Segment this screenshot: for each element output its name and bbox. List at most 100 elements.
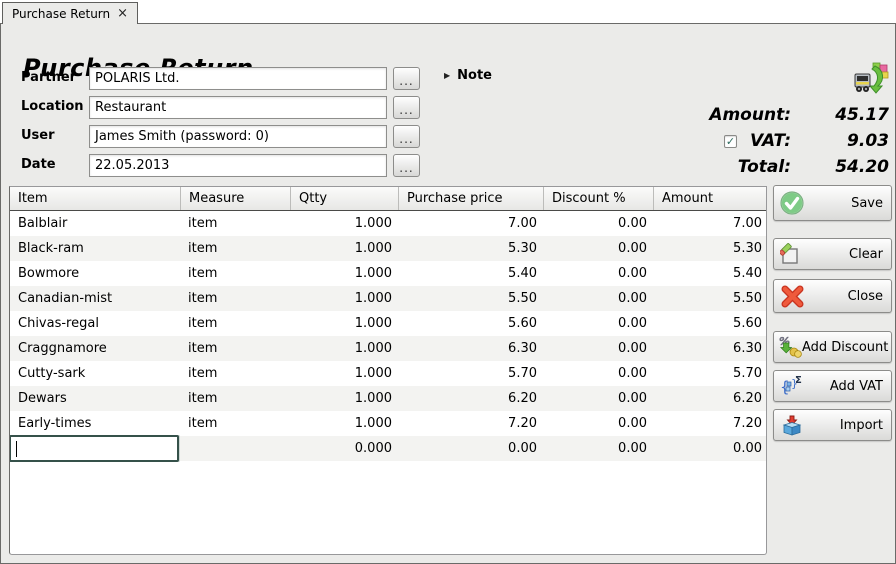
cell-amount[interactable]: 0.00 [733, 441, 762, 456]
table-new-row: 0.000 0.00 0.00 0.00 [10, 435, 766, 462]
table-row[interactable]: Canadian-mist item 1.000 5.50 0.00 5.50 [10, 286, 766, 311]
cell-measure: item [188, 391, 218, 406]
cell-item: Cutty-sark [18, 366, 86, 381]
expander-arrow-icon: ▶ [444, 71, 451, 80]
tab-close-icon[interactable]: × [117, 6, 129, 21]
cell-item: Craggnamore [18, 341, 107, 356]
date-browse-button[interactable]: ... [393, 154, 420, 177]
cell-amount: 5.40 [733, 266, 762, 281]
cell-item: Bowmore [18, 266, 80, 281]
column-header-qtty[interactable]: Qtty [290, 187, 398, 210]
user-browse-button[interactable]: ... [393, 125, 420, 148]
cell-amount: 5.30 [733, 241, 762, 256]
table-row[interactable]: Craggnamore item 1.000 6.30 0.00 6.30 [10, 336, 766, 361]
amount-label: Amount: [709, 105, 791, 125]
svg-text:%: % [779, 335, 790, 348]
table-row[interactable]: Early-times item 1.000 7.20 0.00 7.20 [10, 411, 766, 436]
vat-label: VAT: [750, 131, 791, 151]
save-button[interactable]: Save [773, 185, 892, 221]
table-row[interactable]: Bowmore item 1.000 5.40 0.00 5.40 [10, 261, 766, 286]
partner-input[interactable]: POLARIS Ltd. [89, 67, 387, 90]
clear-eraser-icon [778, 242, 806, 266]
column-header-measure[interactable]: Measure [180, 187, 290, 210]
cell-qtty: 1.000 [354, 316, 392, 331]
cell-price: 6.30 [508, 341, 537, 356]
cell-item: Early-times [18, 416, 92, 431]
table-row[interactable]: Black-ram item 1.000 5.30 0.00 5.30 [10, 236, 766, 261]
add-discount-button[interactable]: % Add Discount [773, 331, 892, 363]
cell-discount: 0.00 [618, 291, 647, 306]
cell-discount: 0.00 [618, 241, 647, 256]
cell-price: 6.20 [508, 391, 537, 406]
cell-discount: 0.00 [618, 416, 647, 431]
tab-purchase-return[interactable]: Purchase Return × [2, 2, 139, 24]
location-browse-button[interactable]: ... [393, 96, 420, 119]
location-input[interactable]: Restaurant [89, 96, 387, 119]
cell-price[interactable]: 0.00 [508, 441, 537, 456]
purchase-return-panel: Purchase Return Partner POLARIS Ltd. ...… [0, 23, 896, 564]
cell-amount: 5.50 [733, 291, 762, 306]
user-label: User [21, 128, 55, 143]
partner-label: Partner [21, 70, 77, 85]
cell-amount: 7.20 [733, 416, 762, 431]
svg-text:Σ: Σ [795, 375, 802, 386]
date-input[interactable]: 22.05.2013 [89, 154, 387, 177]
cell-item: Chivas-regal [18, 316, 99, 331]
cell-item: Black-ram [18, 241, 84, 256]
cell-amount: 6.20 [733, 391, 762, 406]
column-header-price[interactable]: Purchase price [398, 187, 543, 210]
cell-amount: 5.60 [733, 316, 762, 331]
cell-price: 5.40 [508, 266, 537, 281]
add-vat-button[interactable]: { } Σ Add VAT [773, 370, 892, 402]
table-row[interactable]: Chivas-regal item 1.000 5.60 0.00 5.60 [10, 311, 766, 336]
cell-qtty: 1.000 [354, 416, 392, 431]
svg-text:}: } [791, 377, 798, 390]
vat-checkbox[interactable]: ✓ [724, 134, 737, 148]
total-label: Total: [737, 157, 791, 177]
import-button[interactable]: Import [773, 409, 892, 441]
table-row[interactable]: Dewars item 1.000 6.20 0.00 6.20 [10, 386, 766, 411]
column-header-discount[interactable]: Discount % [543, 187, 653, 210]
cell-amount: 7.00 [733, 216, 762, 231]
cell-amount: 5.70 [733, 366, 762, 381]
add-vat-icon: { } Σ [778, 373, 806, 399]
cell-item: Balblair [18, 216, 68, 231]
note-label: Note [457, 68, 492, 83]
cell-qtty: 1.000 [354, 366, 392, 381]
cell-measure: item [188, 316, 218, 331]
cell-qtty: 1.000 [354, 341, 392, 356]
cell-qtty: 1.000 [354, 291, 392, 306]
close-button[interactable]: Close [773, 279, 892, 313]
cell-discount: 0.00 [618, 316, 647, 331]
cell-measure: item [188, 266, 218, 281]
table-row[interactable]: Balblair item 1.000 7.00 0.00 7.00 [10, 211, 766, 236]
partner-browse-button[interactable]: ... [393, 67, 420, 90]
amount-value: 45.17 [835, 105, 889, 125]
cell-measure: item [188, 416, 218, 431]
cell-discount: 0.00 [618, 366, 647, 381]
svg-text:{: { [780, 378, 790, 396]
column-header-item[interactable]: Item [18, 191, 48, 206]
table-header: Item Measure Qtty Purchase price Discoun… [10, 187, 766, 211]
cell-qtty: 1.000 [354, 216, 392, 231]
cell-qtty: 1.000 [354, 266, 392, 281]
note-expander[interactable]: ▶ Note [444, 68, 492, 83]
cell-discount: 0.00 [618, 391, 647, 406]
add-discount-icon: % [778, 335, 802, 359]
cell-qtty[interactable]: 0.000 [354, 441, 392, 456]
new-item-input[interactable] [10, 435, 179, 462]
close-x-icon [778, 284, 806, 309]
user-input[interactable]: James Smith (password: 0) [89, 125, 387, 148]
cell-price: 7.20 [508, 416, 537, 431]
cell-measure: item [188, 291, 218, 306]
column-header-amount[interactable]: Amount [653, 187, 766, 210]
clear-button[interactable]: Clear [773, 238, 892, 270]
date-label: Date [21, 157, 56, 172]
cell-item: Canadian-mist [18, 291, 113, 306]
cell-discount[interactable]: 0.00 [618, 441, 647, 456]
purchase-return-truck-icon [854, 62, 889, 94]
table-row[interactable]: Cutty-sark item 1.000 5.70 0.00 5.70 [10, 361, 766, 386]
cell-qtty: 1.000 [354, 241, 392, 256]
items-table: Item Measure Qtty Purchase price Discoun… [9, 186, 767, 555]
total-value: 54.20 [835, 157, 889, 177]
